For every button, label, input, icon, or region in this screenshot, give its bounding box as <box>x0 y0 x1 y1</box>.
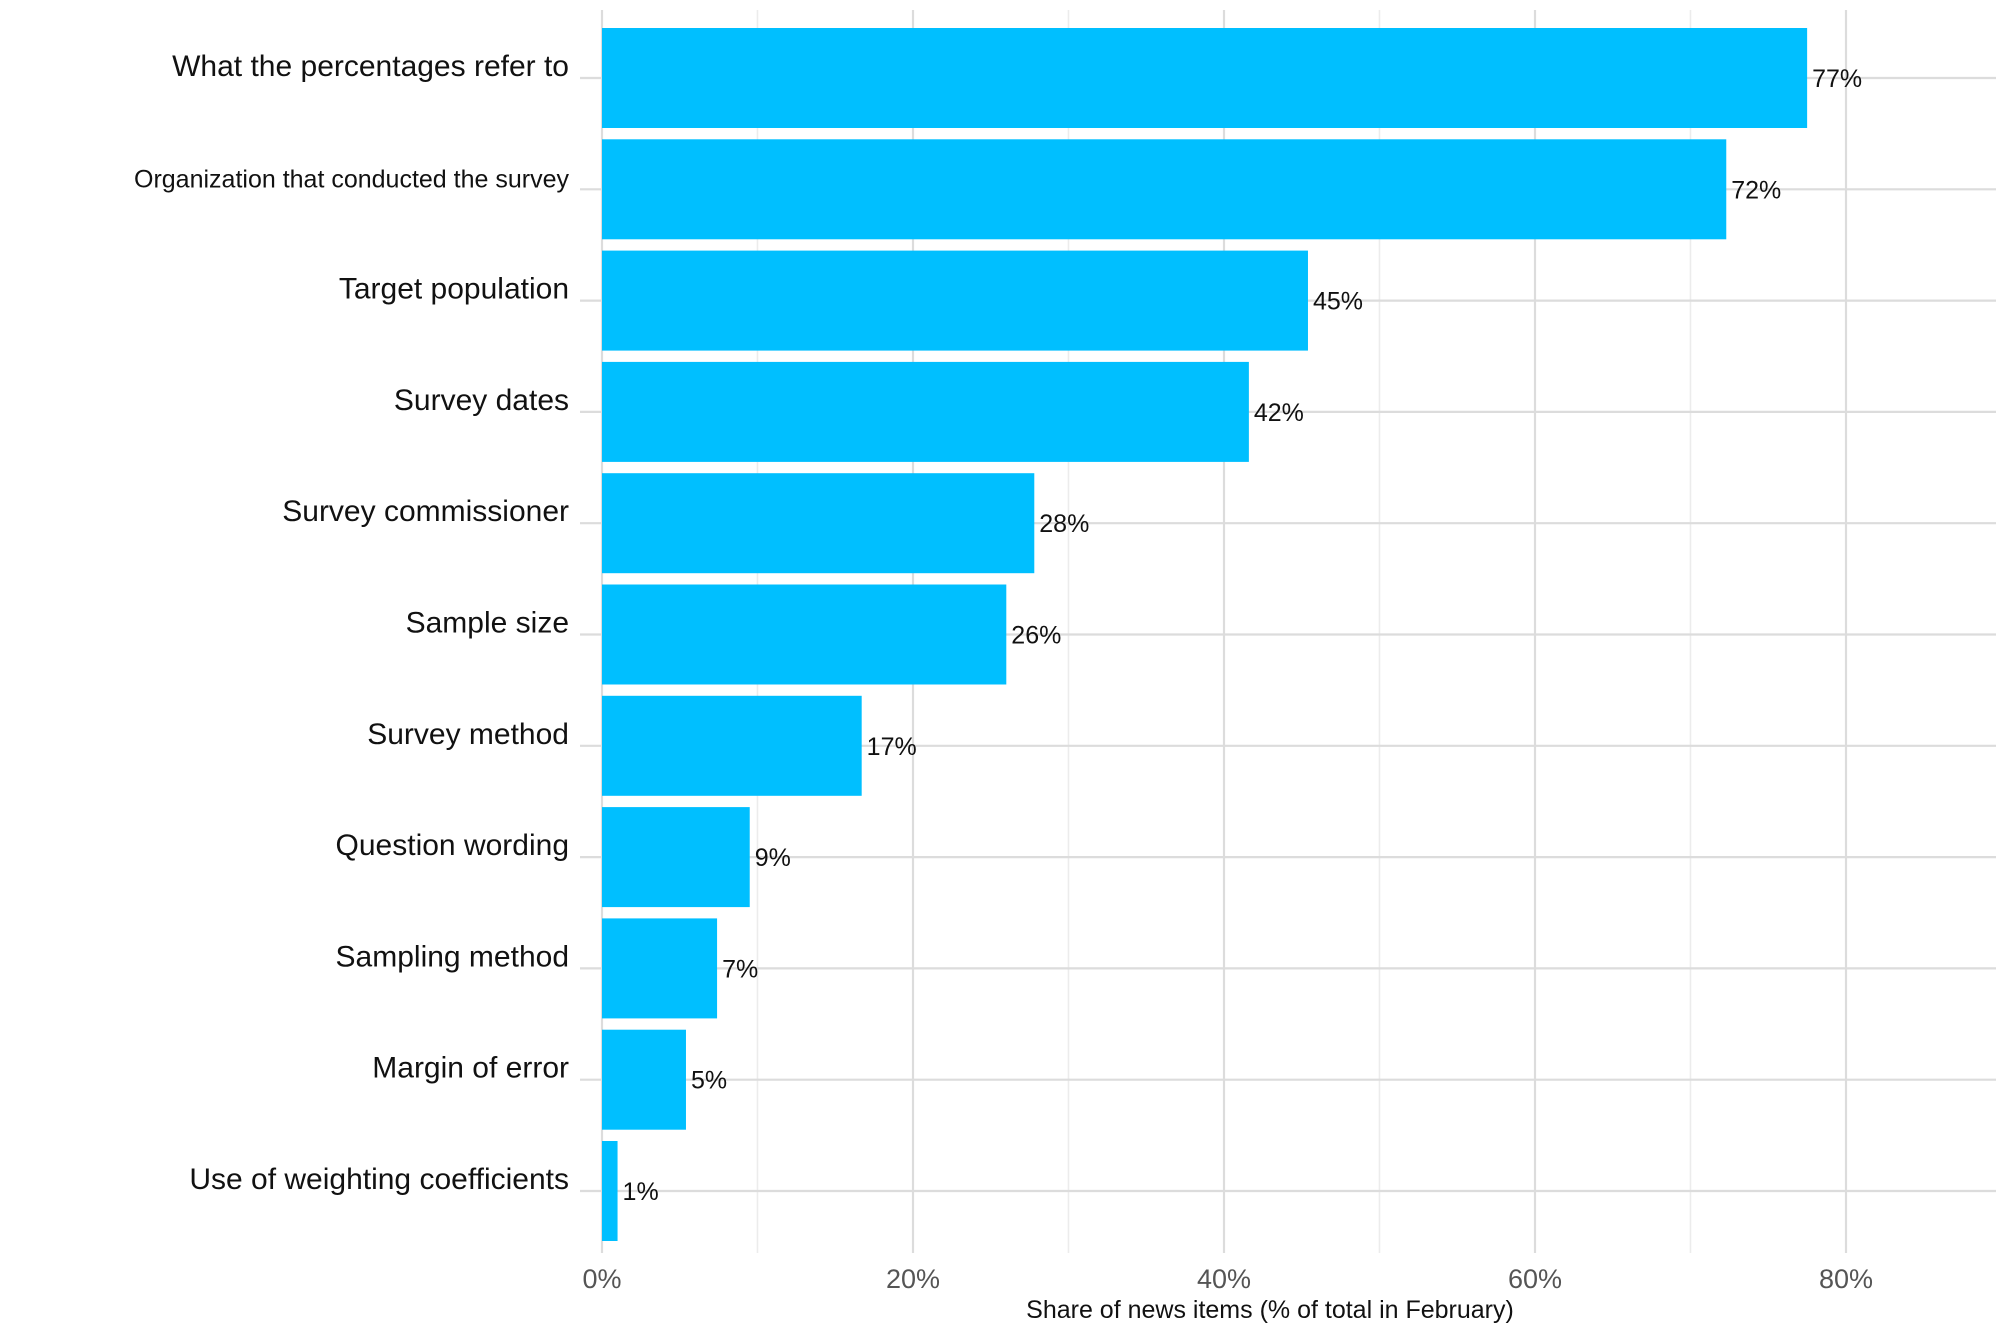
bar <box>602 807 750 908</box>
value-label: 5% <box>691 1067 727 1095</box>
x-axis-title: Share of news items (% of total in Febru… <box>1026 1296 1514 1324</box>
value-label: 17% <box>867 733 917 761</box>
category-label: Sample size <box>406 607 569 640</box>
value-label: 77% <box>1812 65 1862 93</box>
bar <box>602 361 1249 462</box>
x-tick-label: 0% <box>582 1264 621 1294</box>
value-label: 45% <box>1313 288 1363 316</box>
value-label: 26% <box>1011 622 1061 650</box>
category-label: Survey method <box>367 718 569 751</box>
bar <box>602 918 718 1019</box>
value-label: 9% <box>755 844 791 872</box>
category-label: Sampling method <box>336 940 569 973</box>
category-label: Target population <box>339 273 569 306</box>
category-label: Question wording <box>336 829 569 862</box>
bar <box>602 1029 686 1130</box>
value-label: 28% <box>1039 510 1089 538</box>
category-label: Survey dates <box>394 384 569 417</box>
bar <box>602 584 1007 685</box>
x-tick-label: 40% <box>1197 1264 1251 1294</box>
value-label: 42% <box>1254 399 1304 427</box>
x-axis-ticks: 0% 20% 40% 60% 80% <box>582 1264 1873 1294</box>
value-label: 72% <box>1731 176 1781 204</box>
bar <box>602 695 862 796</box>
bar <box>602 1141 618 1241</box>
category-label: Survey commissioner <box>282 495 569 528</box>
x-tick-label: 60% <box>1508 1264 1562 1294</box>
bars <box>602 28 1808 1241</box>
bar <box>602 250 1308 351</box>
category-label: Margin of error <box>372 1052 569 1085</box>
category-label: What the percentages refer to <box>172 50 569 83</box>
category-label: Use of weighting coefficients <box>189 1163 569 1196</box>
bar <box>602 473 1035 574</box>
value-label: 7% <box>722 955 758 983</box>
category-label: Organization that conducted the survey <box>134 165 569 193</box>
value-label: 1% <box>623 1178 659 1206</box>
bar <box>602 28 1808 128</box>
x-tick-label: 20% <box>886 1264 940 1294</box>
bar <box>602 139 1727 240</box>
value-labels: 77% 72% 45% 42% 28% 26% 17% 9% 7% 5% 1% <box>623 65 1863 1206</box>
category-labels: What the percentages refer to Organizatio… <box>134 50 569 1196</box>
x-tick-label: 80% <box>1819 1264 1873 1294</box>
